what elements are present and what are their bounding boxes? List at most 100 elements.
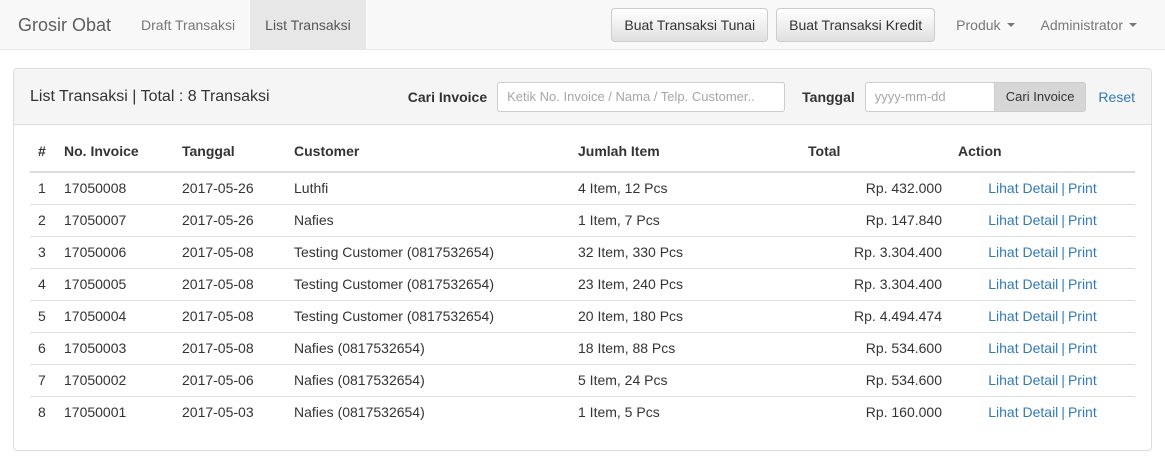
cell-jumlah-item: 4 Item, 12 Pcs [578,180,668,196]
action-separator: | [1061,276,1065,292]
cell-jumlah-item: 1 Item, 7 Pcs [570,204,800,237]
table-row: 7 17050002 2017-05-06 Nafies (0817532654) 5 … [30,364,1135,397]
lihat-detail-link[interactable]: Lihat Detail [988,276,1059,292]
cell-number: 2 [30,204,56,237]
lihat-detail-link[interactable]: Lihat Detail [988,180,1059,196]
navbar-right-group: Buat Transaksi Tunai Buat Transaksi Kred… [611,0,1165,49]
search-invoice-input[interactable] [497,81,786,112]
column-header-customer: Customer [286,125,570,173]
column-header-invoice: No. Invoice [56,125,174,173]
action-separator: | [1061,180,1065,196]
table-body: 1 17050008 2017-05-26 Luthfi 4 Item, 12 Pcs R… [30,172,1135,428]
cell-action: Lihat Detail | Print [950,172,1135,205]
lihat-detail-link[interactable]: Lihat Detail [988,340,1059,356]
table-row: 4 17050005 2017-05-08 Testing Customer (081… [30,268,1135,301]
cell-action: Lihat Detail | Print [950,300,1135,333]
cell-invoice: 17050004 [56,300,174,333]
print-link[interactable]: Print [1067,340,1097,356]
lihat-detail-link[interactable]: Lihat Detail [988,244,1059,260]
search-date-input[interactable] [864,81,995,112]
top-navbar: Grosir Obat Draft Transaksi List Transak… [0,0,1165,50]
lihat-detail-link[interactable]: Lihat Detail [988,372,1059,388]
cell-action: Lihat Detail | Print [950,268,1135,301]
panel-heading: List Transaksi | Total : 8 Transaksi Car… [14,69,1151,125]
action-separator: | [1061,308,1065,324]
table-header: # No. Invoice Tanggal Customer Jumlah It… [30,125,1135,173]
cari-invoice-label: Cari Invoice [407,88,488,105]
cell-total: Rp. 534.600 [800,332,950,365]
print-link[interactable]: Print [1067,308,1097,324]
cell-tanggal: 2017-05-08 [174,268,286,301]
action-separator: | [1061,340,1065,356]
column-header-tanggal: Tanggal [174,125,286,173]
cell-customer: Testing Customer (0817532654) [286,268,570,301]
nav-link-draft-transaksi[interactable]: Draft Transaksi [141,17,236,33]
tanggal-label: Tanggal [802,88,855,105]
page-title: List Transaksi | Total : 8 Transaksi [30,87,270,105]
cell-total: Rp. 534.600 [800,364,950,397]
cari-invoice-submit-button[interactable]: Cari Invoice [994,81,1087,112]
cell-action: Lihat Detail | Print [950,204,1135,237]
cell-total: Rp. 3.304.400 [800,268,950,301]
nav-link-list-transaksi[interactable]: List Transaksi [250,0,366,50]
lihat-detail-link[interactable]: Lihat Detail [988,308,1059,324]
cell-action: Lihat Detail | Print [950,332,1135,365]
panel-body: # No. Invoice Tanggal Customer Jumlah It… [14,125,1151,450]
nav-dropdown-produk-label: Produk [956,16,1001,33]
cell-invoice: 17050003 [56,332,174,365]
cell-action: Lihat Detail | Print [950,236,1135,269]
cell-invoice: 17050005 [56,268,174,301]
cell-tanggal: 2017-05-06 [174,364,286,397]
table-row: 6 17050003 2017-05-08 Nafies (0817532654) 18… [30,332,1135,365]
table-row: 8 17050001 2017-05-03 Nafies (0817532654) 1 … [30,396,1135,428]
print-link[interactable]: Print [1067,372,1097,388]
cell-jumlah-item: 20 Item, 180 Pcs [570,300,800,333]
buat-transaksi-kredit-button[interactable]: Buat Transaksi Kredit [776,7,936,42]
cell-jumlah-item: 32 Item, 330 Pcs [570,236,800,269]
print-link[interactable]: Print [1067,180,1097,196]
cell-tanggal: 2017-05-08 [174,332,286,365]
print-link[interactable]: Print [1067,212,1097,228]
print-link[interactable]: Print [1067,276,1097,292]
cell-jumlah-item: 18 Item, 88 Pcs [570,332,800,365]
column-header-action: Action [950,125,1135,173]
cell-total: Rp. 3.304.400 [800,236,950,269]
cell-total: Rp. 147.840 [800,204,950,237]
cell-number: 5 [30,300,56,333]
reset-link[interactable]: Reset [1098,88,1135,105]
cell-invoice: 17050006 [56,236,174,269]
column-header-number: # [30,125,56,173]
cell-total: Rp. 160.000 [800,396,950,428]
print-link[interactable]: Print [1067,244,1097,260]
cell-invoice: 17050007 [56,204,174,237]
nav-dropdown-administrator[interactable]: Administrator [1028,0,1150,50]
nav-dropdown-administrator-label: Administrator [1040,16,1123,33]
cell-total: Rp. 432.000 [865,180,942,196]
cell-jumlah-item: 1 Item, 5 Pcs [570,396,800,428]
buat-transaksi-tunai-button[interactable]: Buat Transaksi Tunai [611,7,769,42]
cell-invoice: 17050001 [56,396,174,428]
cell-jumlah-item: 23 Item, 240 Pcs [570,268,800,301]
table-row: 3 17050006 2017-05-08 Testing Customer (081… [30,236,1135,269]
lihat-detail-link[interactable]: Lihat Detail [988,212,1059,228]
brand-logo[interactable]: Grosir Obat [18,15,112,35]
print-link[interactable]: Print [1067,404,1097,420]
cell-tanggal: 2017-05-08 [174,300,286,333]
cell-number: 4 [30,268,56,301]
navbar-left-group: Grosir Obat Draft Transaksi List Transak… [0,0,366,50]
cell-jumlah-item: 5 Item, 24 Pcs [570,364,800,397]
nav-dropdown-produk[interactable]: Produk [943,0,1027,50]
cell-total: Rp. 4.494.474 [800,300,950,333]
cell-number: 1 [38,180,46,196]
transaksi-table: # No. Invoice Tanggal Customer Jumlah It… [30,125,1135,428]
chevron-down-icon [1006,22,1015,27]
table-row: 5 17050004 2017-05-08 Testing Customer (081… [30,300,1135,333]
cell-tanggal: 2017-05-03 [174,396,286,428]
cell-customer: Nafies (0817532654) [286,332,570,365]
cell-number: 7 [30,364,56,397]
lihat-detail-link[interactable]: Lihat Detail [988,404,1059,420]
list-transaksi-panel: List Transaksi | Total : 8 Transaksi Car… [13,68,1152,451]
cell-customer: Testing Customer (0817532654) [286,300,570,333]
table-header-row: # No. Invoice Tanggal Customer Jumlah It… [30,125,1135,173]
cell-number: 6 [30,332,56,365]
